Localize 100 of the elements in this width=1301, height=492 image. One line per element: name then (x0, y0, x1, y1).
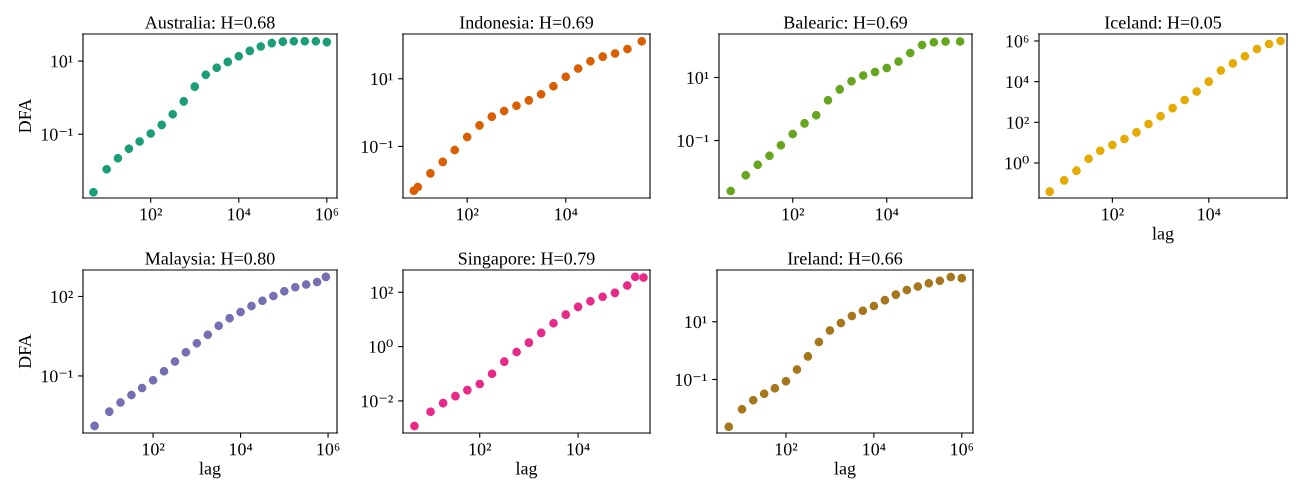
point (536, 89, 546, 99)
point (181, 347, 191, 357)
point (179, 97, 189, 106)
point (1240, 51, 1250, 61)
point (487, 112, 497, 121)
y-tick-label: 10⁻¹ (675, 373, 707, 386)
point (312, 277, 322, 287)
point (438, 398, 448, 408)
point (102, 164, 111, 174)
point (598, 52, 608, 61)
x-axis-title: lag (1152, 226, 1174, 244)
point (870, 67, 880, 77)
y-axis-title: DFA (18, 334, 31, 369)
point (127, 390, 136, 400)
point (1252, 44, 1262, 54)
point (622, 281, 632, 290)
x-tick-label: 10² (142, 443, 165, 456)
point (1204, 77, 1214, 86)
x-axis-title: lag (834, 461, 856, 479)
y-tick-label: 10⁻¹ (41, 370, 73, 383)
point (462, 132, 472, 142)
x-tick-label: 10² (782, 208, 805, 221)
point (823, 95, 833, 105)
point (1192, 87, 1201, 96)
point (146, 129, 155, 138)
point (223, 57, 233, 67)
point (598, 292, 607, 302)
point (512, 101, 521, 110)
point (203, 330, 213, 339)
point (1228, 59, 1238, 68)
point (941, 37, 950, 46)
point (1132, 128, 1141, 137)
point (1276, 36, 1285, 46)
point (487, 369, 497, 379)
point (135, 137, 144, 146)
y-tick-label: 10¹ (687, 71, 709, 84)
y-tick-label: 10¹ (685, 316, 707, 329)
point (549, 319, 558, 328)
point (512, 347, 521, 357)
point (280, 286, 289, 296)
point (192, 339, 202, 348)
point (322, 37, 332, 47)
point (450, 145, 460, 155)
x-tick-label: 10⁶ (951, 443, 974, 456)
point (291, 282, 300, 292)
point (561, 310, 571, 319)
point (573, 302, 583, 312)
y-tick-label: 10⁴ (1006, 75, 1029, 89)
point (1108, 140, 1117, 150)
point (781, 376, 791, 386)
point (225, 314, 234, 323)
point (776, 140, 786, 150)
point (759, 389, 769, 399)
point (148, 375, 158, 385)
point (894, 57, 903, 66)
point (214, 321, 223, 330)
point (858, 306, 868, 316)
point (765, 151, 774, 160)
point (869, 301, 879, 311)
point (902, 285, 912, 295)
point (536, 328, 546, 338)
x-tick-label: 10⁴ (1198, 208, 1221, 221)
point (748, 396, 758, 405)
y-tick-label: 10⁰ (1005, 155, 1029, 170)
point (524, 338, 534, 347)
point (882, 63, 892, 73)
y-tick-label: 10⁶ (1006, 35, 1029, 48)
point (913, 282, 923, 291)
y-tick-label: 10² (51, 290, 73, 303)
x-tick-label: 10² (775, 443, 798, 456)
y-tick-label: 10⁻¹ (41, 128, 73, 141)
point (788, 129, 798, 139)
point (475, 121, 484, 130)
point (792, 365, 802, 374)
x-tick-label: 10⁴ (863, 443, 886, 456)
y-tick-label: 10⁻¹ (361, 140, 393, 153)
point (935, 276, 945, 286)
point (724, 422, 734, 432)
point (269, 291, 278, 301)
point (124, 144, 134, 154)
point (426, 169, 435, 178)
point (836, 318, 846, 328)
point (168, 110, 177, 119)
point (267, 38, 277, 48)
y-axis-title: DFA (18, 98, 31, 133)
point (1144, 119, 1153, 129)
point (946, 272, 956, 282)
point (301, 280, 311, 289)
point (105, 407, 114, 416)
chart-title: Singapore: H=0.79 (458, 252, 595, 269)
point (1072, 166, 1081, 175)
point (159, 366, 169, 376)
point (256, 42, 266, 51)
point (825, 326, 835, 335)
point (847, 76, 856, 86)
point (426, 407, 435, 417)
point (917, 40, 927, 50)
point (300, 36, 310, 46)
point (212, 63, 222, 72)
chart-title: Balearic: H=0.69 (783, 15, 908, 29)
